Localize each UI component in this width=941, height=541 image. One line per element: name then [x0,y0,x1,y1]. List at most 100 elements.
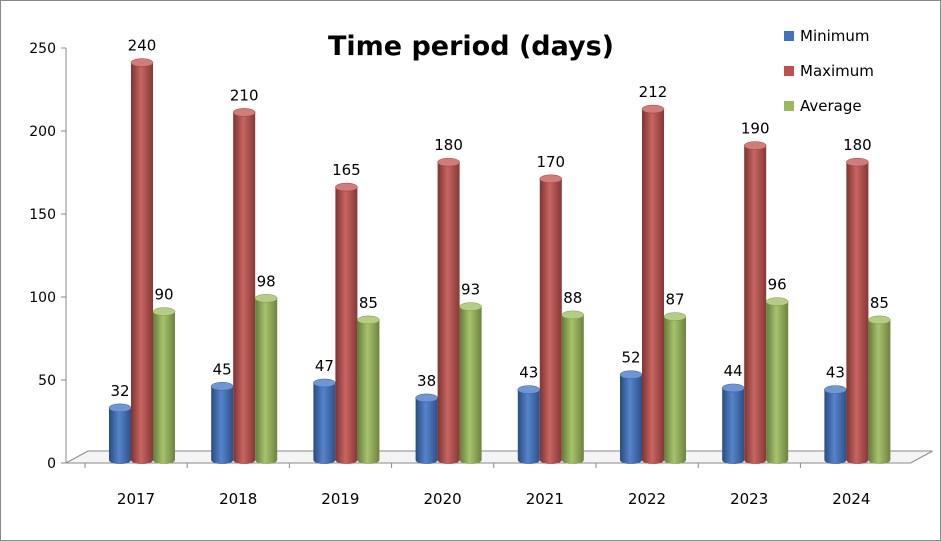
bar-top [130,58,154,67]
bar-top [517,385,541,394]
data-label: 180 [434,136,463,154]
x-tick-label: 2017 [117,490,155,508]
bar-top [232,108,256,117]
bar-body [459,306,482,464]
bar-top [663,312,687,321]
bar-maximum-2018 [232,108,256,465]
x-tick-label: 2024 [832,490,870,508]
legend-label-average: Average [800,97,862,115]
bar-top [824,385,847,394]
legend-label-minimum: Minimum [800,27,870,45]
chart-title: Time period (days) [328,31,614,62]
data-label: 47 [315,357,334,375]
data-label: 87 [665,291,684,309]
bar-body [109,407,131,464]
bar-body [868,319,891,464]
data-label: 190 [741,120,770,138]
data-label: 210 [230,86,259,104]
data-label: 96 [768,276,787,294]
data-label: 43 [519,364,538,382]
bar-body [233,112,256,465]
bar-top [313,378,336,388]
data-labels: 32 240 90 45 210 98 47 165 85 38 180 93 43 170 88 52 212… [110,37,888,400]
bar-body [561,314,584,464]
bar-maximum-2024 [846,157,869,464]
x-tick-label: 2021 [526,490,564,508]
bar-average-2017 [152,307,176,464]
data-label: 212 [639,83,668,101]
bar-average-2019 [357,315,380,464]
bar-average-2020 [459,302,482,464]
bar-body [846,162,869,464]
bar-body [766,301,789,464]
bar-minimum-2020 [415,393,438,464]
data-label: 240 [128,37,157,55]
legend-swatch-average [784,101,794,111]
data-label: 90 [154,286,173,304]
bar-top [415,393,438,403]
bar-minimum-2017 [108,403,132,464]
legend: Minimum Maximum Average [784,27,874,115]
bar-body [313,382,336,464]
bar-maximum-2020 [437,157,460,464]
bar-top [561,310,585,320]
data-label: 170 [536,153,565,171]
bar-minimum-2021 [517,385,541,464]
bar-top [619,370,643,379]
bar-top [357,315,380,325]
data-label: 38 [417,372,436,390]
bar-minimum-2018 [210,382,234,464]
bar-average-2021 [561,310,585,464]
data-label: 43 [826,364,845,382]
y-tick-label: 0 [47,456,56,472]
bar-body [744,145,767,464]
bars [108,58,891,465]
bar-top [846,157,869,167]
legend-swatch-maximum [784,66,794,76]
bar-body [255,298,278,464]
bar-body [153,311,175,464]
bar-body [539,178,562,465]
axes: 0 50 100 150 200 250 2017 2018 2019 2020 2021 2022 2… [29,41,933,508]
bar-minimum-2022 [619,370,643,464]
legend-label-maximum: Maximum [800,62,874,80]
bar-top [210,382,234,391]
bar-maximum-2019 [335,182,358,464]
bar-top [335,182,358,192]
data-label: 45 [213,360,232,378]
bar-body [517,389,540,464]
legend-swatch-minimum [784,31,794,41]
bar-top [765,297,789,306]
bar-body [620,374,642,464]
data-label: 88 [563,289,582,307]
bar-minimum-2023 [721,383,745,464]
bar-top [152,307,176,316]
bar-body [437,162,460,464]
bar-body [131,62,153,464]
data-label: 32 [110,382,129,400]
bar-maximum-2022 [641,104,665,464]
bar-minimum-2019 [313,378,336,464]
bar-maximum-2021 [539,174,563,465]
bar-body [357,319,380,464]
bar-top [641,104,665,114]
bar-body [211,386,234,464]
y-tick-label: 200 [29,124,56,140]
y-tick-label: 50 [38,373,56,389]
bar-average-2024 [868,315,891,464]
bar-top [108,403,132,413]
bar-average-2018 [254,294,278,464]
bar-body [335,187,358,464]
bar-minimum-2024 [824,385,847,464]
bar-top [459,302,482,311]
bar-top [721,383,745,393]
data-label: 98 [257,272,276,290]
x-tick-label: 2018 [219,490,257,508]
bar-average-2023 [765,297,789,464]
bar-body [415,397,438,464]
bar-maximum-2023 [743,141,767,464]
bar-top [539,174,563,184]
data-label: 44 [724,362,743,380]
